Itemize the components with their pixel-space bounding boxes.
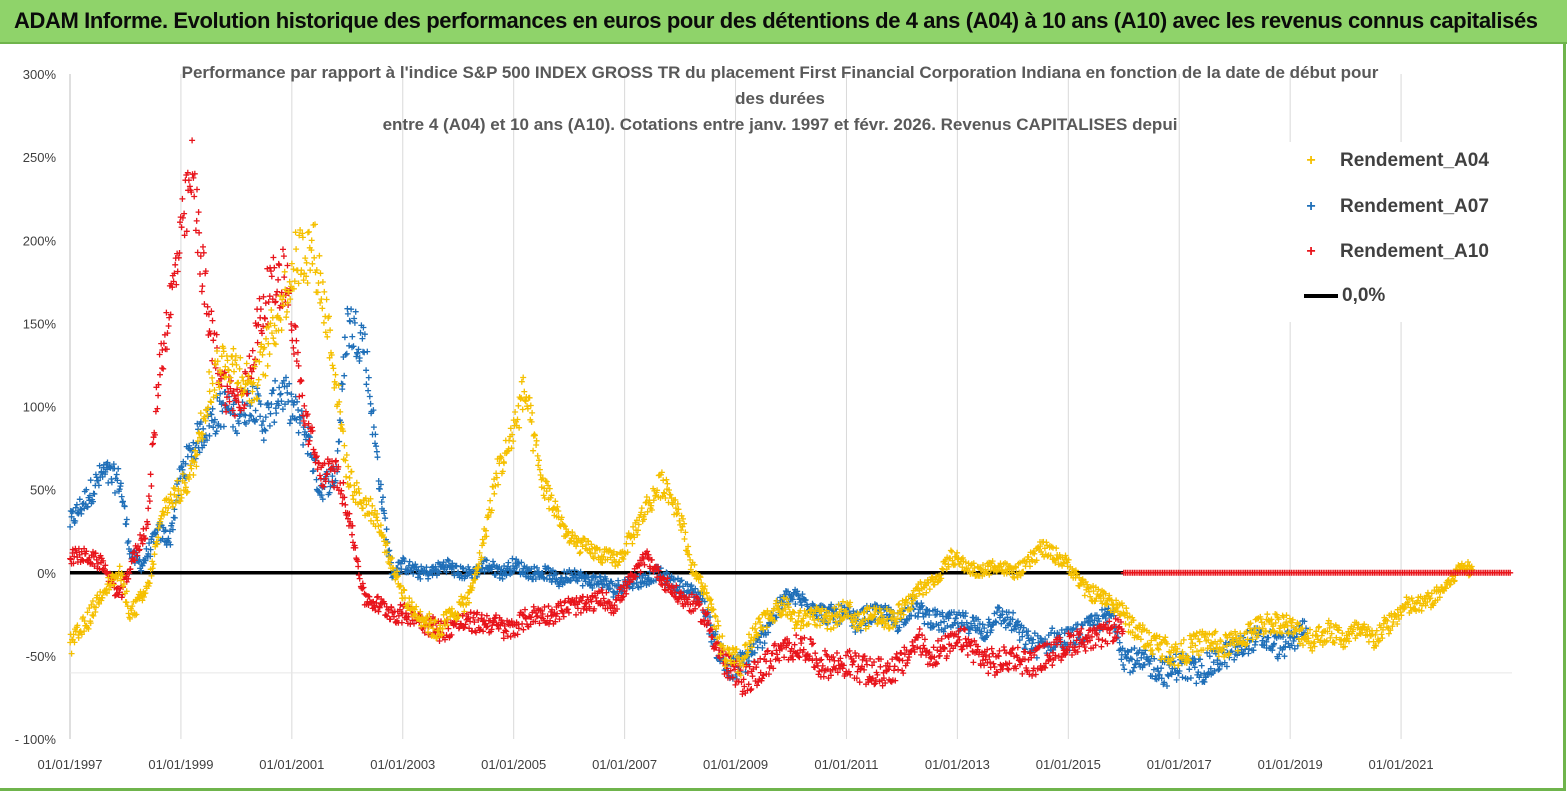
x-tick-label: 01/01/1999 [148, 757, 213, 772]
y-tick-label: 200% [23, 233, 57, 248]
x-tick-label: 01/01/2007 [592, 757, 657, 772]
x-tick-label: 01/01/2005 [481, 757, 546, 772]
y-tick-label: 150% [23, 316, 57, 331]
x-tick-label: 01/01/2003 [370, 757, 435, 772]
x-tick-label: 01/01/2017 [1147, 757, 1212, 772]
y-tick-label: 0% [37, 566, 56, 581]
x-tick-label: 01/01/2011 [814, 757, 878, 772]
x-tick-label: 01/01/2021 [1369, 757, 1434, 772]
y-tick-label: 50% [30, 483, 56, 498]
x-tick-label: 01/01/2019 [1258, 757, 1323, 772]
y-tick-label: -50% [26, 649, 57, 664]
y-tick-label: 100% [23, 400, 57, 415]
x-tick-label: 01/01/1997 [37, 757, 102, 772]
x-tick-label: 01/01/2015 [1036, 757, 1101, 772]
x-tick-label: 01/01/2013 [925, 757, 990, 772]
x-tick-label: 01/01/2009 [703, 757, 768, 772]
x-tick-label: 01/01/2001 [259, 757, 324, 772]
y-tick-label: - 100% [15, 732, 57, 747]
y-tick-label: 300% [23, 67, 57, 82]
y-tick-label: 250% [23, 150, 57, 165]
